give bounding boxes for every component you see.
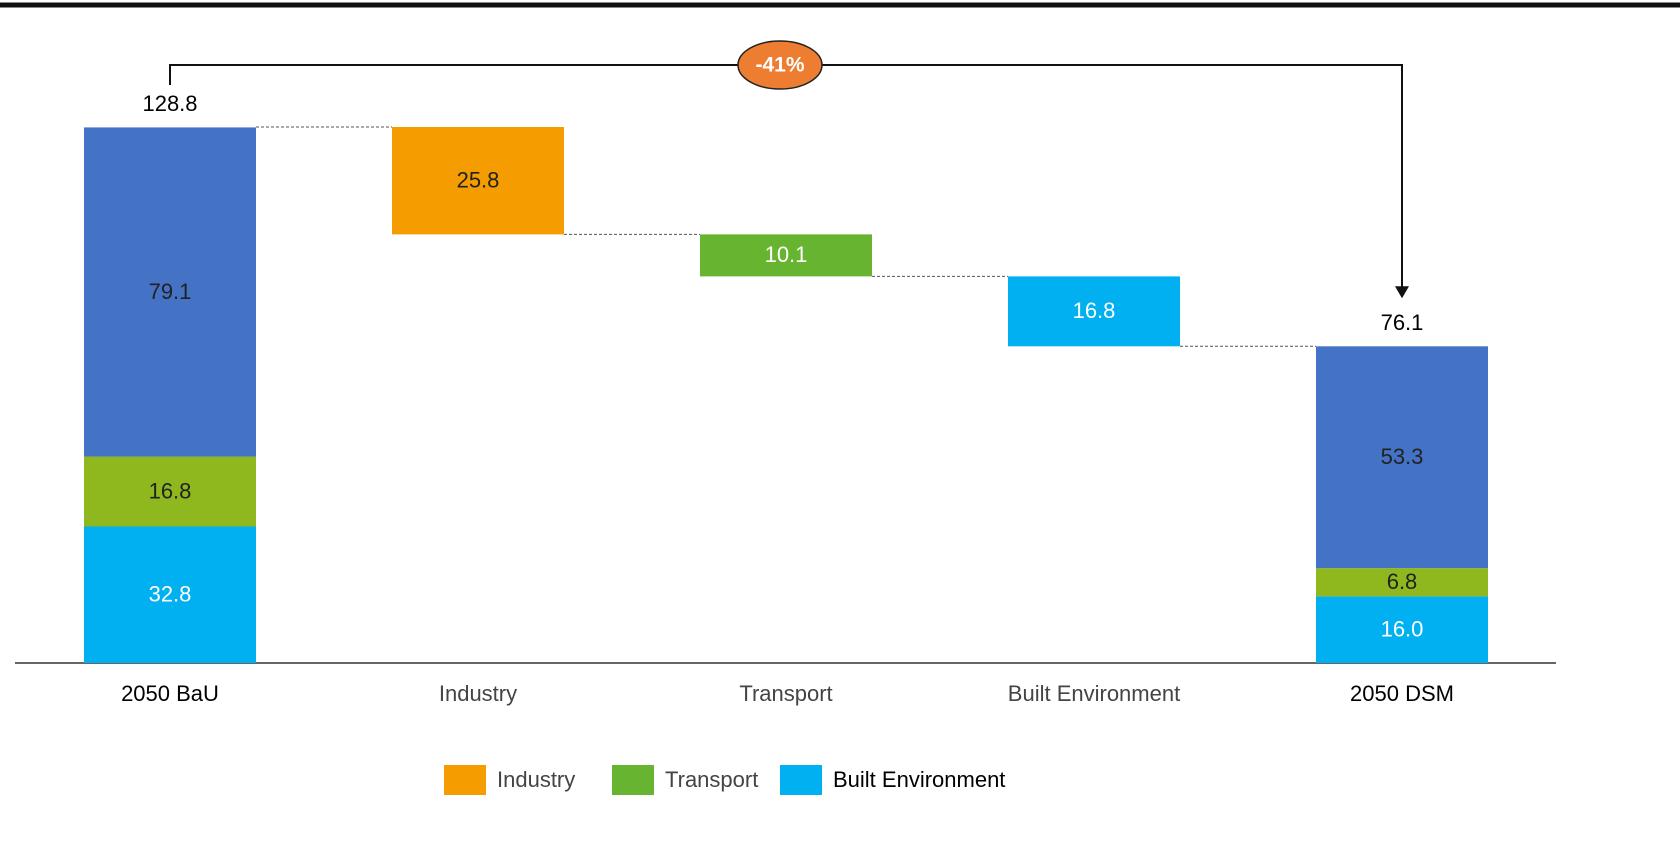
x-tick-label: 2050 BaU: [121, 681, 219, 706]
x-tick-label: Transport: [739, 681, 832, 706]
value-label: 79.1: [149, 279, 192, 304]
legend-label: Built Environment: [833, 767, 1005, 792]
value-label: 6.8: [1387, 569, 1418, 594]
legend-label: Industry: [497, 767, 575, 792]
legend-label: Transport: [665, 767, 758, 792]
x-tick-label: 2050 DSM: [1350, 681, 1454, 706]
arrow-head: [1395, 286, 1409, 298]
value-label: 25.8: [457, 167, 500, 192]
x-tick-label: Industry: [439, 681, 517, 706]
value-label: 16.0: [1381, 617, 1424, 642]
legend-swatch: [780, 765, 822, 795]
annotation-text: -41%: [755, 54, 804, 77]
total-label: 76.1: [1381, 310, 1424, 335]
value-label: 10.1: [765, 242, 808, 267]
value-label: 32.8: [149, 582, 192, 607]
chart: 2050 BaU Industry Transport Built Environme…: [0, 0, 1680, 853]
total-label: 128.8: [142, 91, 197, 116]
page: {"chart_data": { "type": "waterfall", "c…: [0, 0, 1680, 853]
value-label: 16.8: [149, 478, 192, 503]
legend-swatch: [444, 765, 486, 795]
value-label: 16.8: [1073, 298, 1116, 323]
value-label: 53.3: [1381, 444, 1424, 469]
legend-swatch: [612, 765, 654, 795]
x-tick-label: Built Environment: [1008, 681, 1180, 706]
